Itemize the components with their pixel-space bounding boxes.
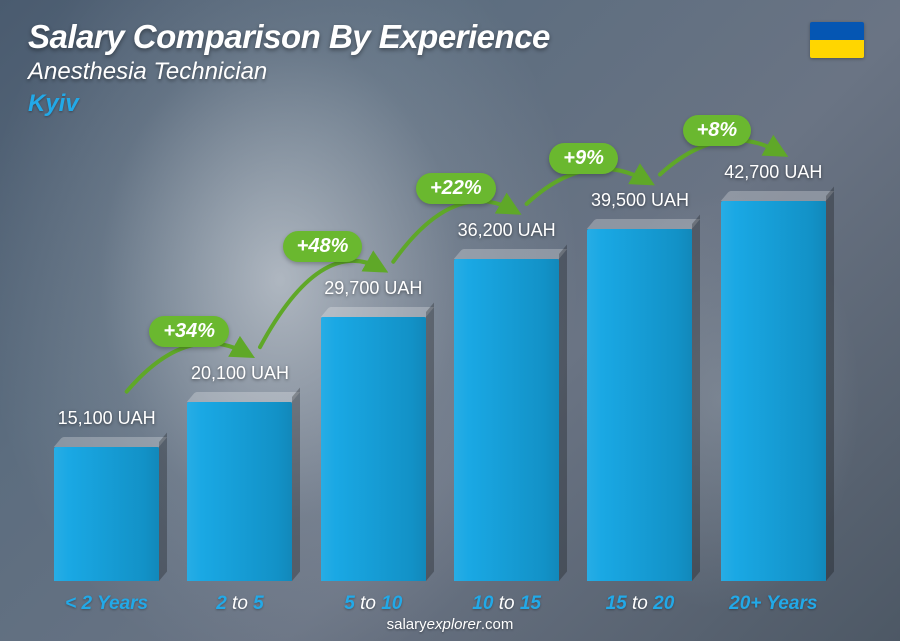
pct-badge: +48%	[283, 231, 363, 262]
header: Salary Comparison By Experience Anesthes…	[28, 18, 860, 118]
x-axis-label: 15 to 20	[606, 593, 675, 615]
bar	[54, 447, 159, 581]
bar-group: 42,700 UAH20+ Years	[707, 150, 840, 581]
bar-value-label: 15,100 UAH	[58, 408, 156, 429]
chart-subtitle: Anesthesia Technician	[28, 58, 860, 86]
bar-value-label: 20,100 UAH	[191, 363, 289, 384]
pct-badge: +34%	[149, 316, 229, 347]
bar	[721, 201, 826, 581]
pct-badge: +8%	[683, 115, 752, 146]
site-name-part1: salary	[387, 616, 427, 633]
pct-badge: +22%	[416, 173, 496, 204]
flag-bottom-stripe	[810, 40, 864, 58]
site-credit: salaryexplorer.com	[0, 616, 900, 633]
x-axis-label: 2 to 5	[216, 593, 264, 615]
bar-group: 36,200 UAH10 to 15	[440, 150, 573, 581]
bar-group: 29,700 UAH5 to 10	[307, 150, 440, 581]
site-name-part2: explorer	[427, 616, 481, 633]
bar	[321, 317, 426, 581]
bar-group: 39,500 UAH15 to 20	[573, 150, 706, 581]
bar-value-label: 39,500 UAH	[591, 190, 689, 211]
pct-badge: +9%	[549, 143, 618, 174]
bar-value-label: 29,700 UAH	[324, 278, 422, 299]
bar-value-label: 42,700 UAH	[724, 162, 822, 183]
chart-location: Kyiv	[28, 90, 860, 118]
bar	[587, 229, 692, 581]
bar-value-label: 36,200 UAH	[458, 220, 556, 241]
site-name-part3: .com	[481, 616, 514, 633]
bar-group: 15,100 UAH< 2 Years	[40, 150, 173, 581]
x-axis-label: 20+ Years	[729, 593, 817, 615]
x-axis-label: 5 to 10	[344, 593, 402, 615]
bar	[187, 402, 292, 581]
flag-top-stripe	[810, 22, 864, 40]
flag-icon	[810, 22, 864, 58]
x-axis-label: 10 to 15	[472, 593, 541, 615]
chart-title: Salary Comparison By Experience	[28, 18, 860, 56]
bar-group: 20,100 UAH2 to 5	[173, 150, 306, 581]
x-axis-label: < 2 Years	[65, 593, 148, 615]
bar-chart: 15,100 UAH< 2 Years20,100 UAH2 to 529,70…	[40, 150, 840, 581]
bar	[454, 259, 559, 581]
